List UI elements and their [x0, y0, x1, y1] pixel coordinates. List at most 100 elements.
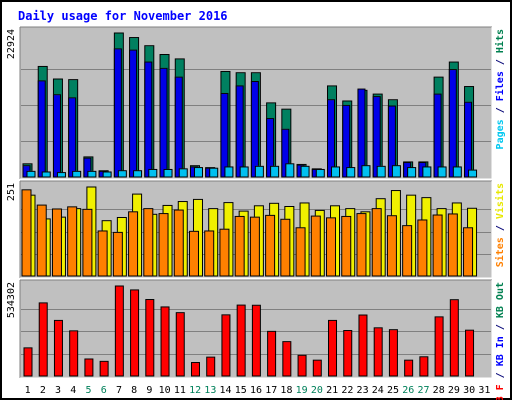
bar-sites-day-15 — [235, 216, 245, 276]
bar-kbf-day-5 — [84, 358, 93, 376]
x-tick-label-day-18: 18 — [280, 385, 292, 396]
x-tick-label-day-2: 2 — [40, 385, 46, 396]
bar-kbf-day-30 — [465, 330, 474, 376]
bar-pages-day-23-outline — [361, 165, 371, 178]
bar-sites-day-26-outline — [402, 225, 413, 277]
bar-kbf-day-17 — [267, 331, 276, 376]
bar-pages-day-1 — [27, 171, 35, 177]
bar-kbf-day-26-outline — [404, 359, 414, 377]
bar-kbf-day-19-outline — [297, 354, 307, 377]
bar-kbf-day-23 — [358, 315, 367, 376]
bar-kbf-day-11 — [176, 312, 185, 376]
bar-kbf-day-6-outline — [99, 360, 109, 377]
bar-kbf-day-26 — [404, 360, 413, 376]
bar-sites-day-11 — [174, 210, 184, 276]
bar-kbf-day-19 — [298, 355, 307, 376]
x-tick-label-day-23: 23 — [357, 385, 369, 396]
panel-1-legend-item: Files — [494, 71, 506, 101]
bar-sites-day-3 — [52, 208, 62, 276]
x-tick-label-day-8: 8 — [131, 385, 137, 396]
bar-sites-day-5-outline — [82, 208, 93, 277]
bar-kbf-day-28-outline — [434, 316, 444, 377]
bar-pages-day-30-outline — [468, 169, 478, 178]
bar-files-day-16 — [251, 81, 259, 177]
bar-sites-day-29 — [448, 213, 458, 276]
bar-pages-day-21-outline — [331, 166, 341, 178]
bar-files-day-21 — [327, 99, 335, 177]
bar-sites-day-14-outline — [219, 228, 230, 277]
bar-kbf-day-12 — [191, 362, 200, 376]
bar-kbf-day-29 — [450, 299, 459, 376]
bar-pages-day-13-outline — [209, 167, 219, 178]
bar-pages-day-17-outline — [270, 165, 280, 178]
bar-sites-day-26 — [402, 225, 412, 276]
x-tick-label-day-12: 12 — [189, 385, 201, 396]
bar-sites-day-8 — [128, 211, 138, 276]
x-tick-label-day-21: 21 — [326, 385, 338, 396]
bar-sites-day-18-outline — [280, 218, 291, 277]
bar-kbf-day-29-outline — [449, 299, 459, 377]
panel-3-legend-item: / — [495, 318, 506, 336]
bar-kbf-day-18 — [282, 341, 291, 376]
bar-pages-day-29 — [453, 166, 462, 177]
bar-sites-day-22 — [341, 216, 351, 276]
bar-pages-day-24 — [377, 166, 386, 177]
bar-kbf-day-14-outline — [221, 314, 231, 377]
bar-sites-day-7-outline — [112, 231, 123, 277]
bar-sites-day-23-outline — [356, 213, 367, 277]
bar-sites-day-19-outline — [295, 227, 306, 277]
x-tick-label-day-4: 4 — [70, 385, 76, 396]
bar-sites-day-4 — [67, 206, 77, 276]
x-tick-label-day-30: 30 — [463, 385, 475, 396]
bar-sites-day-6-outline — [97, 230, 108, 277]
bar-pages-day-16-outline — [254, 165, 264, 178]
bar-sites-day-30 — [463, 227, 473, 276]
bar-sites-day-21-outline — [326, 217, 337, 277]
panel-3-legend-item: KB F — [495, 384, 506, 400]
bar-pages-day-15-outline — [239, 166, 249, 178]
bar-pages-day-11-outline — [178, 168, 188, 178]
x-tick-label-day-25: 25 — [387, 385, 399, 396]
bar-files-day-8 — [129, 50, 137, 178]
bar-files-day-25 — [388, 106, 396, 177]
x-tick-label-day-10: 10 — [159, 385, 171, 396]
bar-kbf-day-27-outline — [419, 356, 429, 377]
x-tick-label-day-26: 26 — [402, 385, 414, 396]
x-tick-label-day-22: 22 — [341, 385, 353, 396]
panel-2-legend-item: Sites — [494, 237, 506, 267]
bar-kbf-day-18-outline — [282, 341, 292, 377]
bar-files-day-22 — [342, 105, 350, 177]
bar-files-day-3 — [53, 94, 61, 177]
bar-pages-day-6 — [103, 171, 112, 177]
x-tick-label-day-17: 17 — [265, 385, 277, 396]
bar-files-day-18 — [281, 129, 289, 177]
bar-pages-day-18-outline — [285, 163, 295, 178]
bar-pages-day-5-outline — [87, 170, 97, 178]
bar-sites-day-20-outline — [310, 215, 321, 277]
bar-kbf-day-24 — [374, 327, 383, 376]
bar-pages-day-26 — [407, 167, 416, 177]
bar-pages-day-23 — [361, 165, 370, 177]
bar-pages-day-3 — [57, 172, 66, 177]
bar-sites-day-9-outline — [143, 208, 154, 277]
x-tick-label-day-28: 28 — [433, 385, 445, 396]
bar-kbf-day-15-outline — [236, 304, 246, 377]
bar-kbf-day-12-outline — [190, 362, 200, 377]
x-tick-label-day-16: 16 — [250, 385, 262, 396]
bar-pages-day-21 — [331, 166, 340, 177]
panel-3-legend-item: KB Out — [495, 282, 506, 318]
bar-kbf-day-4-outline — [69, 330, 79, 377]
bar-sites-day-29-outline — [447, 213, 458, 277]
bar-sites-day-1 — [22, 189, 31, 276]
bar-kbf-day-3-outline — [53, 319, 63, 377]
bar-kbf-day-2 — [39, 302, 48, 376]
bar-pages-day-1-outline — [26, 170, 36, 178]
bar-kbf-day-16-outline — [251, 304, 261, 377]
bar-sites-day-28-outline — [432, 214, 443, 277]
bar-sites-day-2 — [37, 205, 47, 276]
bar-files-day-28 — [434, 94, 442, 177]
bar-pages-day-19-outline — [300, 165, 310, 178]
bar-sites-day-24-outline — [371, 208, 382, 277]
bar-kbf-day-10 — [161, 306, 170, 376]
bar-sites-day-13-outline — [204, 230, 215, 277]
